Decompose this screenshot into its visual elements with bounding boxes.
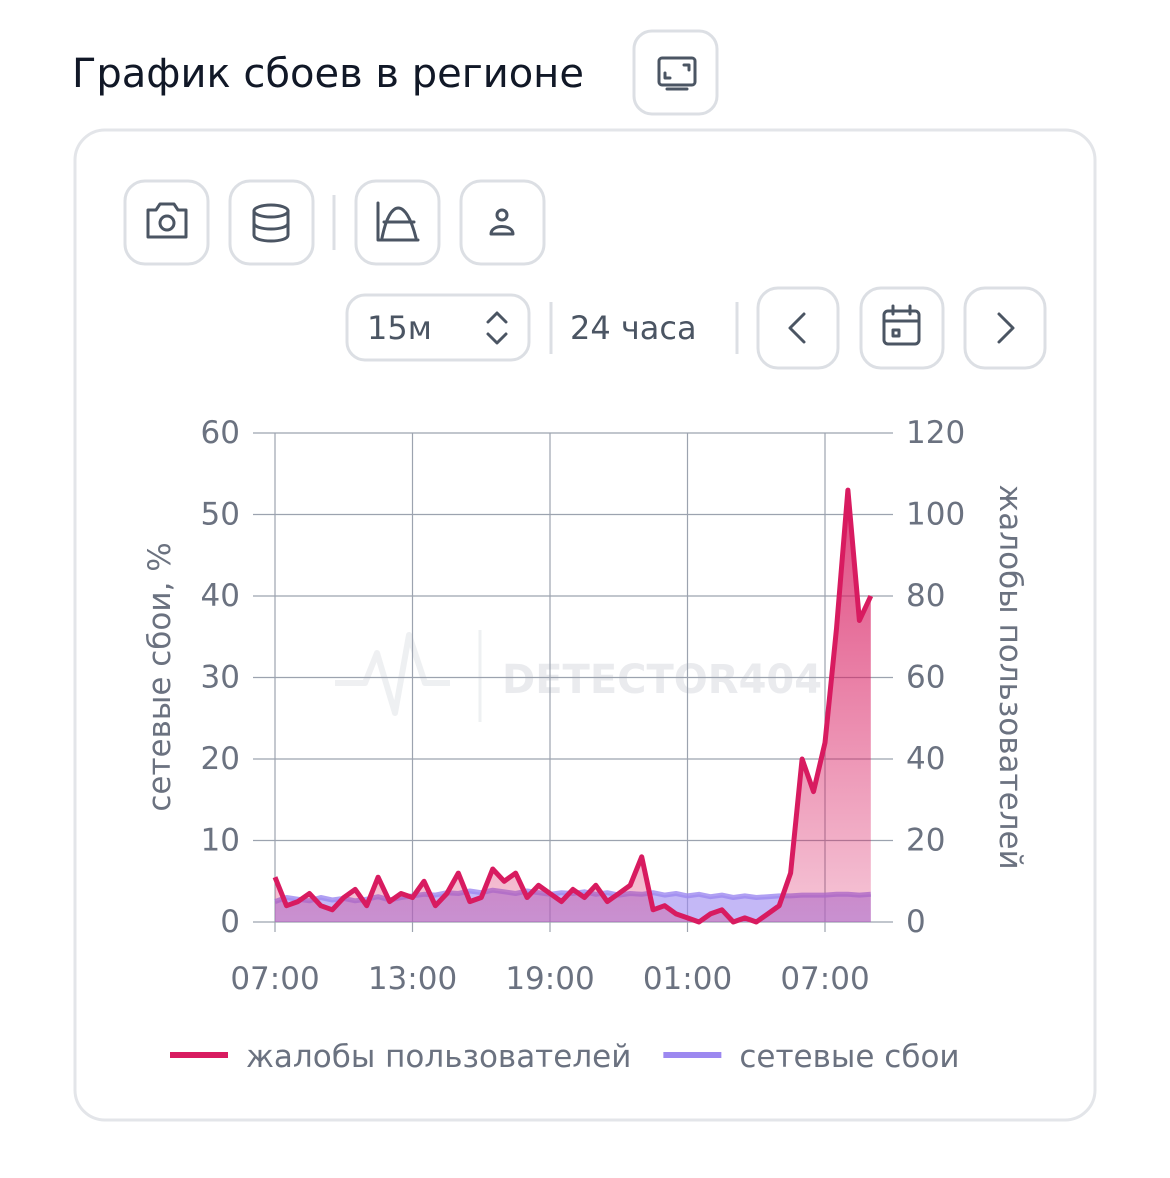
screenshot-button[interactable]: [123, 179, 210, 266]
interval-value: 15м: [367, 309, 432, 347]
legend-label: сетевые сбои: [739, 1039, 959, 1075]
y-tick-label: 50: [201, 497, 240, 533]
calendar-button[interactable]: [859, 286, 945, 370]
y-axis-label: сетевые сбои, %: [142, 542, 178, 811]
prev-button[interactable]: [756, 286, 840, 370]
series-area: [275, 490, 871, 922]
legend-label: жалобы пользователей: [246, 1039, 631, 1075]
watermark: DETECTOR404: [502, 657, 822, 703]
legend-item[interactable]: жалобы пользователей: [170, 1039, 631, 1075]
data-button[interactable]: [228, 179, 315, 266]
y2-tick-label: 40: [906, 741, 945, 777]
range-label: 24 часа: [570, 309, 697, 347]
watermark-logo: [335, 630, 482, 722]
y-tick-label: 30: [201, 660, 240, 696]
legend-item[interactable]: сетевые сбои: [663, 1039, 960, 1075]
y2-tick-label: 80: [906, 578, 945, 614]
y2-tick-label: 20: [906, 823, 945, 859]
x-tick-label: 01:00: [643, 961, 732, 997]
curve-button[interactable]: [354, 179, 441, 266]
y2-tick-label: 120: [906, 415, 965, 451]
x-tick-label: 19:00: [505, 961, 594, 997]
next-button[interactable]: [963, 286, 1047, 370]
y-tick-label: 10: [201, 823, 240, 859]
interval-select[interactable]: 15м: [345, 293, 531, 362]
y2-tick-label: 0: [906, 904, 926, 940]
y-tick-label: 20: [201, 741, 240, 777]
y-tick-label: 60: [201, 415, 240, 451]
y2-axis-label: жалобы пользователей: [992, 484, 1028, 869]
x-tick-label: 07:00: [230, 961, 319, 997]
y-tick-label: 0: [220, 904, 240, 940]
series-line: [272, 487, 874, 925]
x-tick-label: 13:00: [368, 961, 457, 997]
fullscreen-button[interactable]: [632, 29, 719, 116]
page-title: График сбоев в регионе: [72, 51, 584, 97]
y2-tick-label: 100: [906, 497, 965, 533]
y2-tick-label: 60: [906, 660, 945, 696]
x-tick-label: 07:00: [780, 961, 869, 997]
user-button[interactable]: [459, 179, 546, 266]
y-tick-label: 40: [201, 578, 240, 614]
